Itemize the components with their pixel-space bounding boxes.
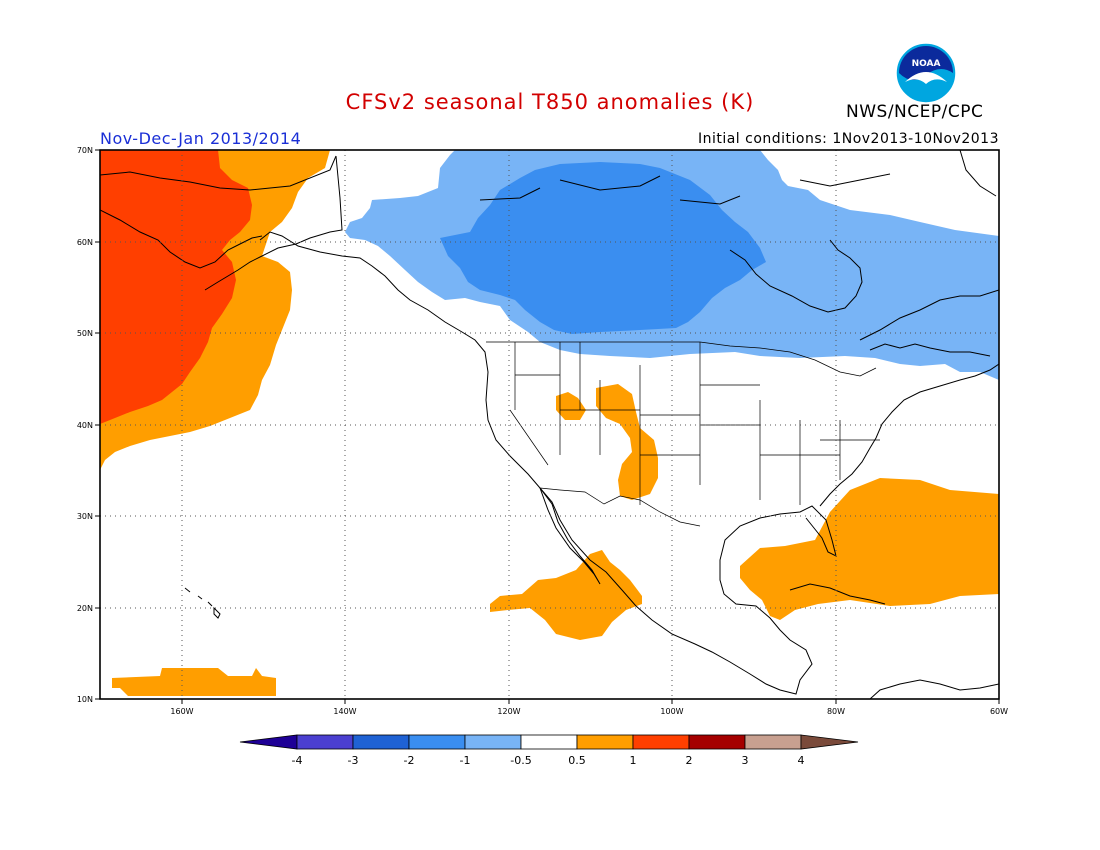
coastline-alaska <box>100 155 337 269</box>
colorbar-segment-p1-2 <box>632 734 690 750</box>
colorbar-segment-p2-3 <box>688 734 746 750</box>
colorbar-label-m4: -4 <box>292 754 303 767</box>
colorbar-label-m3: -3 <box>348 754 359 767</box>
anomaly-region-orange-utah <box>556 392 586 420</box>
colorbar-label-m2: -2 <box>404 754 415 767</box>
colorbar-label-p1: 1 <box>630 754 637 767</box>
colorbar-segment-p05-1 <box>576 734 634 750</box>
initial-conditions: Initial conditions: 1Nov2013-10Nov2013 <box>697 131 999 147</box>
colorbar-segment-m1-m05 <box>464 734 522 750</box>
lat-label-70n: 70N <box>77 146 93 155</box>
coastline-greenland <box>959 150 997 197</box>
anomaly-region-blue <box>440 162 766 334</box>
map-title: CFSv2 seasonal T850 anomalies (K) <box>345 90 755 114</box>
colorbar-segment-m3-m2 <box>352 734 410 750</box>
colorbar-label-m05: -0.5 <box>510 754 531 767</box>
lon-label-160w: 160W <box>170 707 193 716</box>
anomaly-region-orange-colorado <box>596 384 658 500</box>
colorbar-label-p2: 2 <box>686 754 693 767</box>
colorbar-segment-lt-m4 <box>239 734 298 750</box>
colorbar-segment-m05-05 <box>520 734 578 750</box>
noaa-logo-text: NOAA <box>912 59 941 69</box>
anomaly-region-orange-atlantic <box>740 478 999 620</box>
anomaly-region-red <box>100 150 252 424</box>
lon-label-60w: 60W <box>990 707 1008 716</box>
coastline-south-america <box>869 679 999 699</box>
lon-label-100w: 100W <box>660 707 683 716</box>
state-borders <box>509 342 880 505</box>
lon-label-80w: 80W <box>827 707 845 716</box>
colorbar-segment-m2-m1 <box>408 734 466 750</box>
coastline-north-america <box>204 155 999 695</box>
lon-label-140w: 140W <box>333 707 356 716</box>
anomaly-region-orange-mexico <box>490 550 642 640</box>
colorbar-label-m1: -1 <box>460 754 471 767</box>
coastline-hawaii <box>184 587 221 619</box>
lat-label-20n: 20N <box>77 604 93 613</box>
colorbar-segment-gt-4 <box>800 734 859 750</box>
colorbar <box>239 734 859 750</box>
coastline-cuba <box>789 583 886 605</box>
colorbar-label-p05: 0.5 <box>568 754 586 767</box>
border-us-canada <box>486 341 877 377</box>
forecast-period: Nov-Dec-Jan 2013/2014 <box>100 129 302 148</box>
lat-label-50n: 50N <box>77 329 93 338</box>
lon-label-120w: 120W <box>497 707 520 716</box>
lat-label-10n: 10N <box>77 695 93 704</box>
noaa-logo: NOAA <box>895 42 957 104</box>
coastline-arctic-islands <box>479 173 891 205</box>
colorbar-label-p3: 3 <box>742 754 749 767</box>
colorbar-label-p4: 4 <box>798 754 805 767</box>
colorbar-segment-p3-4 <box>744 734 802 750</box>
colorbar-segment-m4-m3 <box>296 734 354 750</box>
agency-label: NWS/NCEP/CPC <box>846 102 984 122</box>
coastline-baja <box>539 487 601 585</box>
lat-label-40n: 40N <box>77 421 93 430</box>
border-us-mexico <box>539 487 701 527</box>
anomaly-region-orange-southwest <box>112 668 276 696</box>
lat-label-30n: 30N <box>77 512 93 521</box>
coastline-canada-east <box>859 289 999 357</box>
lat-label-60n: 60N <box>77 238 93 247</box>
